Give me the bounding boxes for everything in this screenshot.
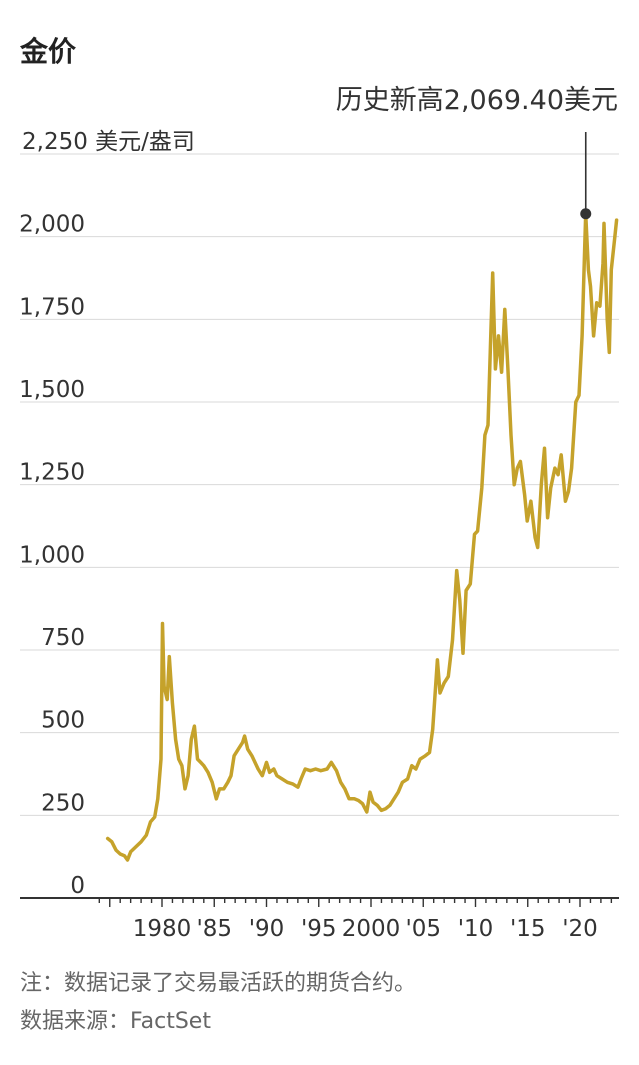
x-axis — [20, 897, 619, 907]
chart-note: 注：数据记录了交易最活跃的期货合约。 — [20, 971, 417, 996]
y-tick-label: 500 — [41, 708, 85, 734]
y-tick-label: 750 — [41, 625, 85, 651]
chart-source: 数据来源：FactSet — [20, 1009, 211, 1034]
record-high-marker — [580, 208, 592, 220]
series-line-gold-price — [105, 211, 619, 862]
y-tick-labels: 0 250 500 750 1,000 1,250 1,500 1,750 2,000 2,250… — [19, 129, 195, 899]
annotation-layer: 历史新高2,069.40美元 — [336, 85, 618, 220]
x-tick-label: '15 — [510, 916, 546, 942]
y-tick-label: 1,000 — [19, 542, 85, 568]
x-tick-label: '05 — [405, 916, 441, 942]
y-tick-label: 250 — [41, 790, 85, 816]
x-tick-label: '90 — [249, 916, 285, 942]
x-tick-label: '20 — [562, 916, 598, 942]
x-tick-label: 2000 — [342, 916, 401, 942]
gridlines — [20, 153, 619, 816]
y-tick-label: 2,250 美元/盎司 — [22, 129, 195, 155]
x-tick-label: '10 — [458, 916, 494, 942]
chart-title: 金价 — [20, 35, 77, 68]
series-line-layer — [105, 211, 619, 862]
y-tick-label: 0 — [70, 873, 85, 899]
x-tick-label: '85 — [196, 916, 232, 942]
y-tick-label: 2,000 — [19, 212, 85, 238]
record-high-label: 历史新高2,069.40美元 — [336, 85, 618, 116]
x-tick-labels: 1980'85 '90 '95 2000'05 '10 '15 '20 — [133, 916, 598, 942]
x-tick-label: '95 — [301, 916, 337, 942]
y-tick-label: 1,750 — [19, 294, 85, 320]
y-tick-label: 1,500 — [19, 377, 85, 403]
y-tick-label: 1,250 — [19, 460, 85, 486]
gold-price-chart: 0 250 500 750 1,000 1,250 1,500 1,750 2,000 2,250… — [19, 85, 619, 942]
x-tick-label: 1980 — [133, 916, 192, 942]
